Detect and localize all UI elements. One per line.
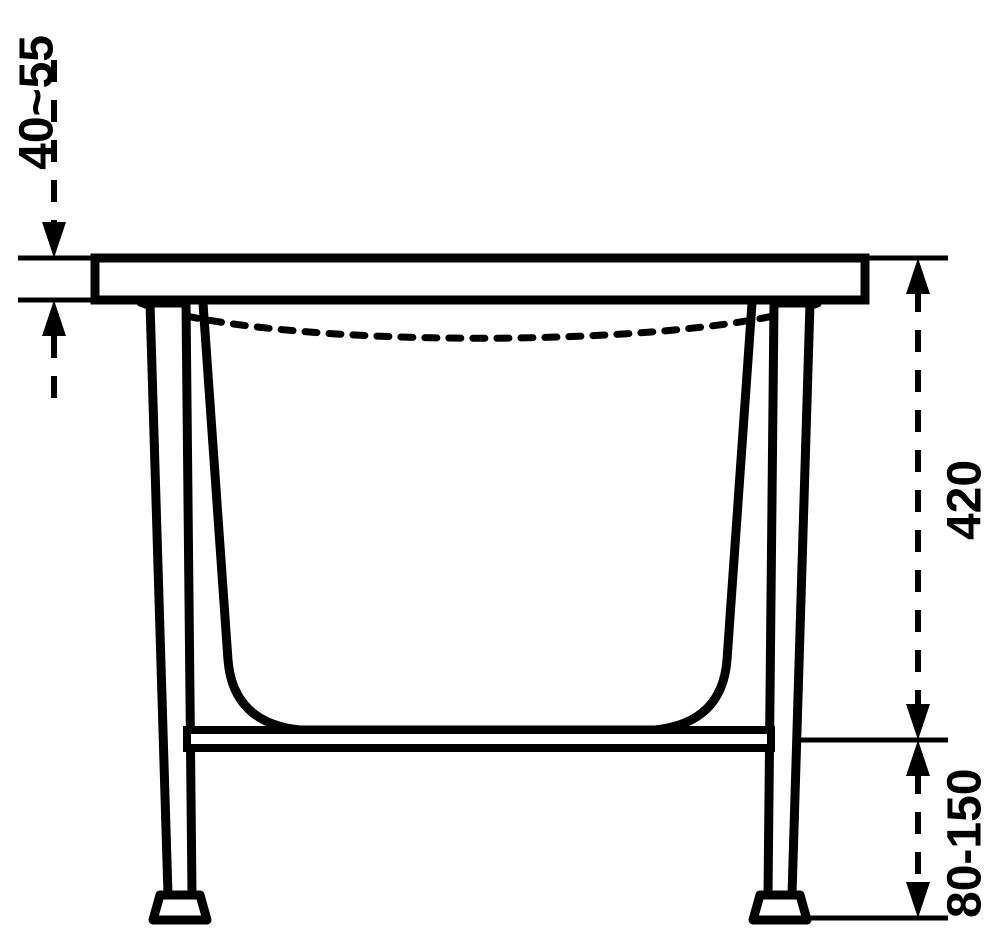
arrowhead-80-150-up — [906, 740, 930, 776]
tub-body-outline — [203, 303, 752, 730]
top-slab — [95, 258, 865, 300]
arrowhead-420-down — [906, 704, 930, 740]
arrowhead-80-150-down — [906, 882, 930, 918]
dim-label-80-150: 80-150 — [939, 769, 992, 918]
arrowhead-top-thickness-up — [42, 300, 66, 336]
right-foot — [753, 895, 807, 920]
technical-drawing: 40~55 420 80-150 — [0, 0, 1000, 951]
left-leg — [150, 303, 192, 895]
dim-label-420: 420 — [939, 460, 992, 540]
left-foot — [153, 895, 207, 920]
arrowhead-420-up — [906, 258, 930, 294]
crossbar — [187, 730, 771, 748]
dim-label-top-thickness: 40~55 — [11, 35, 64, 170]
right-leg — [768, 303, 810, 895]
arrowhead-top-thickness-down — [42, 222, 66, 258]
tub-inner-dashed-curve — [140, 303, 820, 338]
